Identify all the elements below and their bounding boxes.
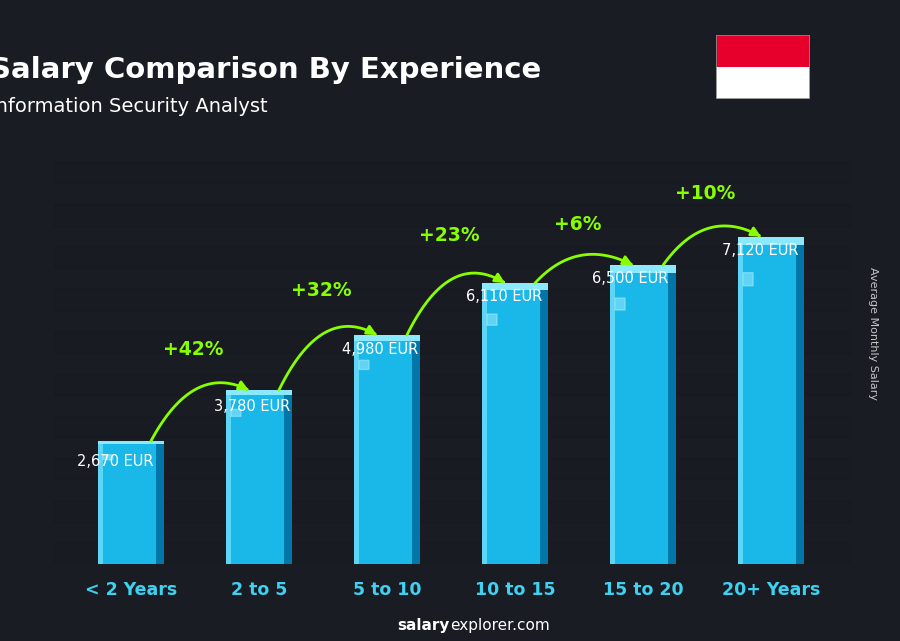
Bar (354, 335, 359, 564)
Bar (226, 390, 292, 395)
Bar (54, 374, 850, 395)
Bar (54, 226, 850, 247)
Text: 2,670 EUR: 2,670 EUR (77, 454, 154, 469)
Bar (482, 283, 548, 564)
Bar (54, 395, 850, 416)
Text: +32%: +32% (292, 281, 352, 300)
Bar (610, 265, 676, 272)
Text: +23%: +23% (419, 226, 480, 246)
Bar (54, 437, 850, 458)
Text: 6,500 EUR: 6,500 EUR (592, 271, 668, 286)
Bar (54, 416, 850, 437)
Bar (54, 162, 850, 183)
Bar (54, 310, 850, 331)
Bar (226, 390, 231, 564)
Text: 3,780 EUR: 3,780 EUR (214, 399, 291, 415)
Bar (738, 237, 805, 245)
Text: 6,110 EUR: 6,110 EUR (466, 289, 543, 304)
Bar (54, 141, 850, 162)
Bar (54, 479, 850, 501)
Bar (97, 441, 164, 564)
Bar (540, 283, 548, 564)
Text: explorer.com: explorer.com (450, 619, 550, 633)
Bar (156, 441, 164, 564)
Bar (738, 237, 743, 564)
Bar (54, 183, 850, 204)
Bar (54, 204, 850, 226)
Bar (716, 67, 810, 99)
Bar (716, 35, 810, 67)
Text: Average Monthly Salary: Average Monthly Salary (868, 267, 878, 400)
FancyBboxPatch shape (743, 272, 753, 286)
FancyBboxPatch shape (231, 410, 241, 417)
Bar (669, 265, 676, 564)
Bar (54, 458, 850, 479)
Text: +6%: +6% (554, 215, 601, 234)
Text: Information Security Analyst: Information Security Analyst (0, 97, 268, 115)
Bar (226, 390, 292, 564)
Bar (482, 283, 487, 564)
Bar (54, 289, 850, 310)
Text: salary: salary (398, 619, 450, 633)
FancyBboxPatch shape (359, 360, 369, 369)
Text: 4,980 EUR: 4,980 EUR (342, 342, 418, 357)
Bar (610, 265, 615, 564)
Bar (54, 247, 850, 268)
Bar (54, 522, 850, 543)
Text: +10%: +10% (676, 183, 736, 203)
Text: +42%: +42% (163, 340, 224, 359)
Bar (54, 353, 850, 374)
Bar (738, 237, 805, 564)
FancyBboxPatch shape (615, 298, 626, 310)
Text: 7,120 EUR: 7,120 EUR (723, 243, 799, 258)
Bar (482, 283, 548, 290)
FancyBboxPatch shape (487, 314, 497, 325)
Bar (354, 335, 420, 341)
Bar (54, 543, 850, 564)
Bar (54, 331, 850, 353)
Bar (610, 265, 676, 564)
Bar (54, 501, 850, 522)
Text: Salary Comparison By Experience: Salary Comparison By Experience (0, 56, 542, 85)
Bar (354, 335, 420, 564)
Bar (97, 441, 103, 564)
FancyBboxPatch shape (103, 455, 112, 460)
Bar (284, 390, 292, 564)
Bar (97, 441, 164, 444)
Bar (54, 268, 850, 289)
Bar (412, 335, 420, 564)
Bar (796, 237, 805, 564)
